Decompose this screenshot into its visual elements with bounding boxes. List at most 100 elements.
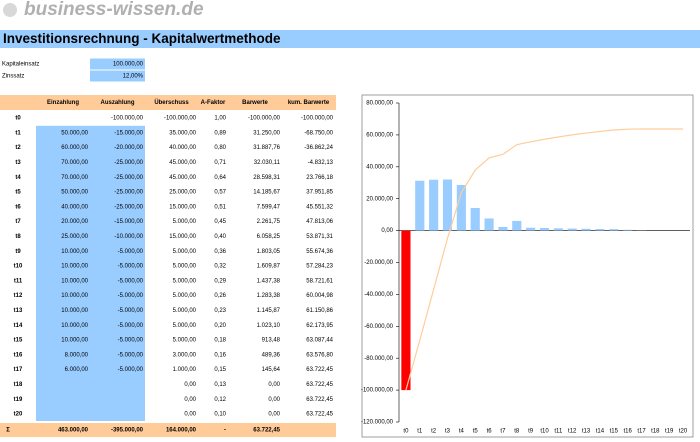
y-tick-label: -120.000,00 [361,420,394,426]
x-tick-label: t5 [473,429,479,435]
cell: 58.721,61 [306,278,333,284]
row-label: t15 [14,338,23,344]
row-label: t20 [14,412,23,418]
cell: 15.000,00 [169,234,196,240]
line [405,128,684,391]
cell: 5.000,00 [173,264,197,270]
cell: 63.576,80 [306,352,333,358]
cell: 0,64 [214,175,226,181]
cell: 0,71 [214,160,226,166]
bar [581,228,591,231]
cell: -100.000,00 [301,116,334,122]
cell: 47.813,06 [306,219,333,225]
cell: 70.000,00 [61,175,88,181]
cell: -100.000,00 [111,116,144,122]
cell: -15.000,00 [114,130,143,136]
column-header: Barwerte [242,100,268,106]
cell: 1.145,87 [257,308,281,314]
bar [401,230,411,391]
cell: 40.000,00 [61,204,88,210]
y-tick-label: -100.000,00 [361,388,394,394]
cell: 45.000,00 [169,160,196,166]
cell: 50.000,00 [61,130,88,136]
row-label: t3 [15,160,21,166]
cell: 5.000,00 [173,249,197,255]
x-tick-label: t6 [487,429,493,435]
cell: 10.000,00 [61,249,88,255]
x-tick-label: t9 [528,429,534,435]
x-tick-label: t17 [637,429,646,435]
bar [567,228,577,231]
cell: 1.283,38 [257,293,281,299]
cell: -5.000,00 [118,352,144,358]
bar [553,228,563,231]
cell: 1.609,87 [257,264,281,270]
cell: 63.722,45 [306,412,333,418]
cell: -5.000,00 [118,308,144,314]
cell: 61.150,86 [306,308,333,314]
bar [609,229,619,231]
cell: -5.000,00 [118,293,144,299]
cell: 28.598,31 [253,175,280,181]
cell: 70.000,00 [61,160,88,166]
cell: 0,32 [214,264,226,270]
cell: 10.000,00 [61,264,88,270]
bar [512,220,522,231]
row-label: t8 [15,234,21,240]
column-header: Auszahlung [101,100,135,106]
bar [456,184,466,231]
cell: 14.185,67 [253,190,280,196]
cell: 6.058,25 [257,234,281,240]
cell: 0,40 [214,234,226,240]
cell: 0,13 [214,382,226,388]
cell: 0,18 [214,338,226,344]
cell: 0,15 [214,367,226,373]
x-tick-label: t8 [514,429,520,435]
cell: 0,89 [214,130,226,136]
cell: -20.000,00 [114,145,143,151]
input-value: 12,00% [123,74,144,80]
cell: 63.087,44 [306,338,333,344]
cell: 5.000,00 [173,338,197,344]
cell: 0,12 [214,397,226,403]
y-tick-label: -40.000,00 [364,292,393,298]
x-tick-label: t10 [540,429,549,435]
x-tick-label: t18 [651,429,660,435]
row-label: t13 [14,308,23,314]
cell: 145,64 [262,367,281,373]
row-label: t1 [15,130,21,136]
x-tick-label: t15 [610,429,619,435]
cell: -100.000,00 [164,116,197,122]
cell: -25.000,00 [114,204,143,210]
input-label: Kapitaleinsatz [2,62,39,68]
cell: 1.803,05 [257,249,281,255]
cell: 57.284,23 [306,264,333,270]
cell: -25.000,00 [114,160,143,166]
row-label: t11 [14,278,23,284]
cell: -5.000,00 [118,367,144,373]
row-label: t4 [15,175,21,181]
cell: 7.599,47 [257,204,281,210]
cell: 45.551,32 [306,204,333,210]
cell: -5.000,00 [118,264,144,270]
cell: 0,10 [214,412,226,418]
cell: 0,29 [214,278,226,284]
column-header: A-Faktor [201,100,226,106]
cell: 1,00 [214,116,226,122]
x-tick-label: t3 [445,429,451,435]
row-label: t0 [15,116,21,122]
header-row [0,95,336,110]
x-tick-label: t2 [431,429,437,435]
cell: -36.862,24 [304,145,333,151]
x-tick-label: t7 [500,429,506,435]
cell: 31.250,00 [253,130,280,136]
logo-icon [3,3,17,17]
row-label: t10 [14,264,23,270]
cell: 25.000,00 [169,190,196,196]
cell: -25.000,00 [114,175,143,181]
row-label: t17 [14,367,23,373]
cell: 15.000,00 [169,204,196,210]
x-tick-label: t0 [403,429,409,435]
cell: 6.000,00 [65,367,89,373]
